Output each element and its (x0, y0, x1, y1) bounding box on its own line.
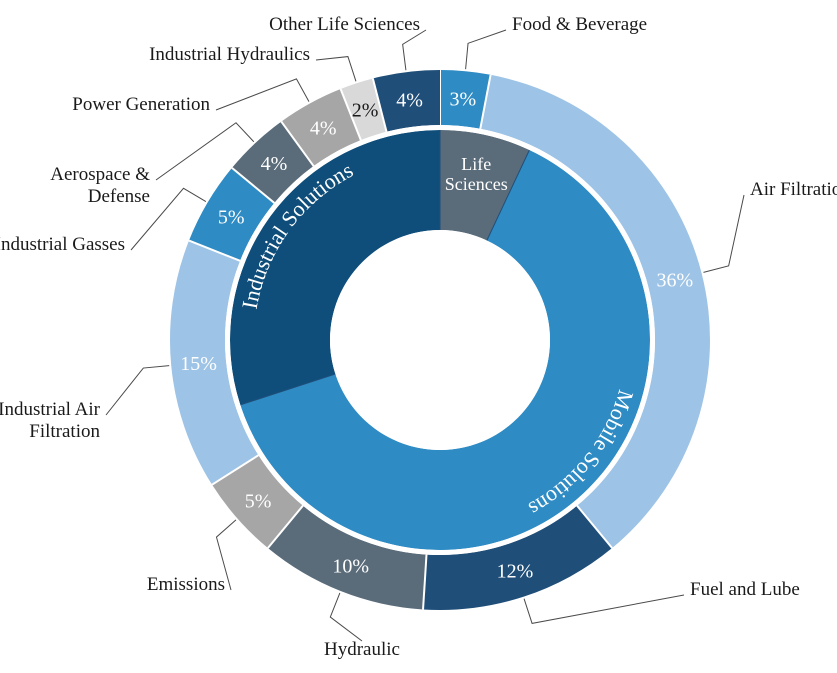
leader-industrial-hydraulics (316, 57, 356, 82)
label-fuel-and-lube: Fuel and Lube (690, 579, 800, 600)
pct-aerospace-defense: 4% (261, 153, 288, 175)
label-air-filtration: Air Filtration (750, 179, 837, 200)
nested-donut-chart: LifeSciencesMobile SolutionsIndustrial S… (0, 0, 837, 673)
label-industrial-air-filtration: Industrial AirFiltration (0, 399, 101, 442)
label-industrial-gasses: Industrial Gasses (0, 234, 125, 255)
pct-food-beverage: 3% (449, 89, 476, 111)
leader-other-life-sciences (403, 30, 426, 70)
leader-air-filtration (703, 195, 744, 272)
pct-power-generation: 4% (310, 117, 337, 139)
leader-power-generation (216, 79, 309, 110)
pct-air-filtration: 36% (657, 270, 694, 292)
leader-food-beverage (466, 30, 506, 69)
pct-fuel-and-lube: 12% (497, 561, 534, 583)
label-emissions: Emissions (147, 574, 225, 595)
pct-industrial-gasses: 5% (218, 207, 245, 229)
pct-emissions: 5% (245, 490, 272, 512)
label-hydraulic: Hydraulic (324, 639, 400, 660)
label-power-generation: Power Generation (72, 94, 210, 115)
leader-hydraulic (330, 593, 362, 641)
pct-industrial-air-filtration: 15% (180, 353, 217, 375)
label-aerospace-defense: Aerospace &Defense (50, 164, 150, 207)
leader-industrial-air-filtration (106, 366, 169, 415)
label-food-beverage: Food & Beverage (512, 14, 647, 35)
pct-hydraulic: 10% (332, 555, 369, 577)
label-other-life-sciences: Other Life Sciences (269, 14, 420, 35)
donut-hole (330, 230, 550, 450)
pct-other-life-sciences: 4% (396, 89, 423, 111)
label-industrial-hydraulics: Industrial Hydraulics (149, 44, 310, 65)
leader-fuel-and-lube (524, 595, 684, 623)
pct-industrial-hydraulics: 2% (352, 99, 379, 121)
